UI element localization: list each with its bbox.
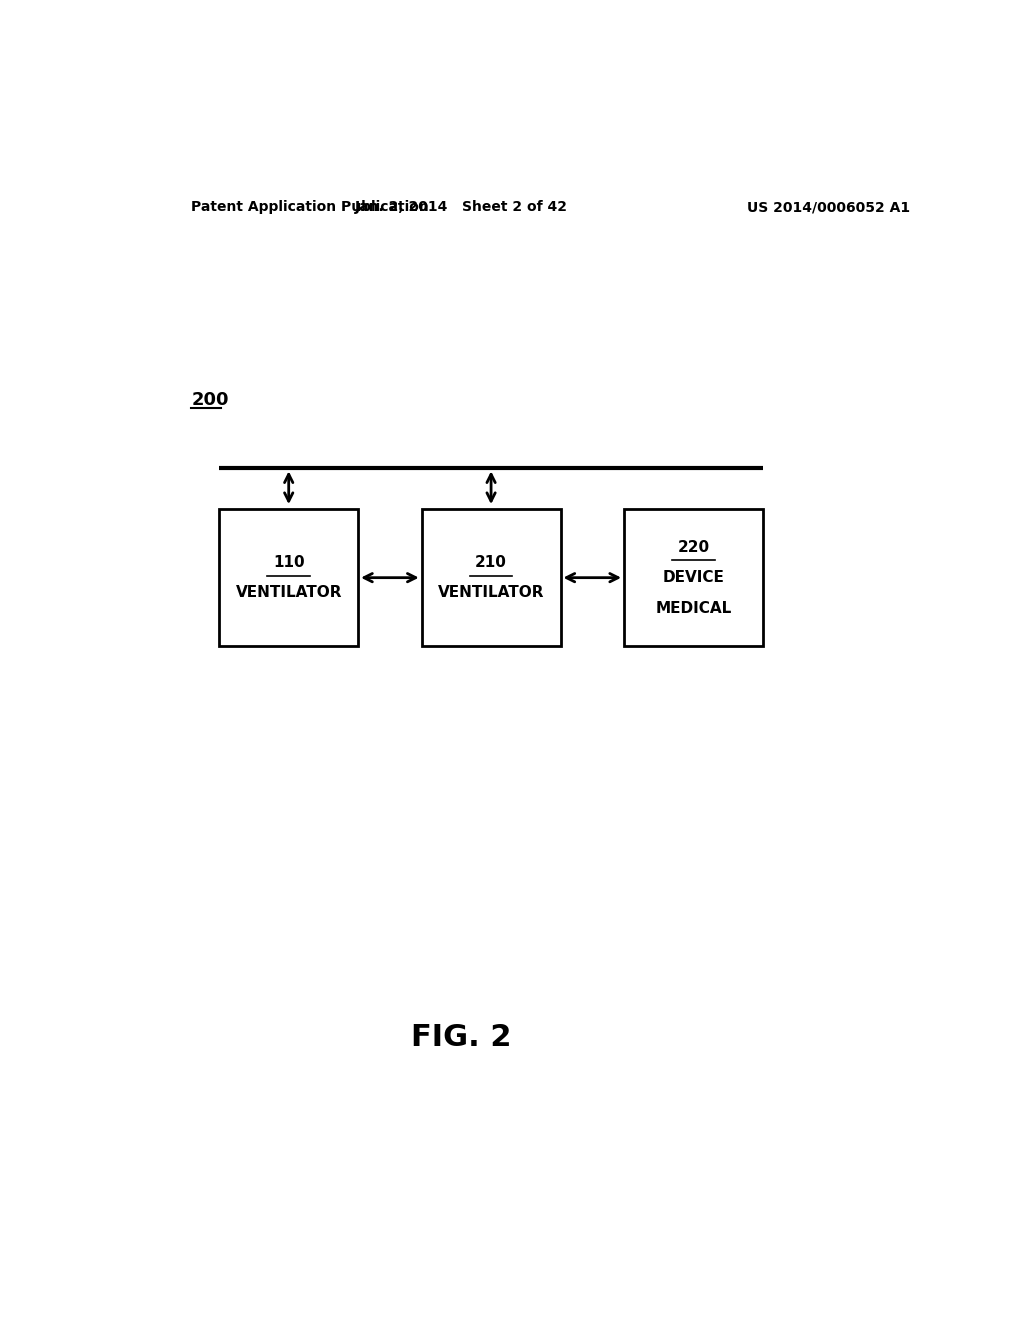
Text: US 2014/0006052 A1: US 2014/0006052 A1 — [748, 201, 910, 214]
Text: 220: 220 — [678, 540, 710, 554]
FancyBboxPatch shape — [422, 510, 560, 647]
Text: FIG. 2: FIG. 2 — [411, 1023, 512, 1052]
Text: VENTILATOR: VENTILATOR — [438, 585, 545, 601]
Text: 200: 200 — [191, 391, 229, 409]
Text: 210: 210 — [475, 554, 507, 570]
FancyBboxPatch shape — [219, 510, 358, 647]
Text: VENTILATOR: VENTILATOR — [236, 585, 342, 601]
FancyBboxPatch shape — [624, 510, 763, 647]
Text: DEVICE: DEVICE — [663, 570, 724, 585]
Text: Jan. 2, 2014   Sheet 2 of 42: Jan. 2, 2014 Sheet 2 of 42 — [354, 201, 568, 214]
Text: MEDICAL: MEDICAL — [655, 601, 731, 615]
Text: Patent Application Publication: Patent Application Publication — [191, 201, 429, 214]
Text: 110: 110 — [272, 554, 304, 570]
